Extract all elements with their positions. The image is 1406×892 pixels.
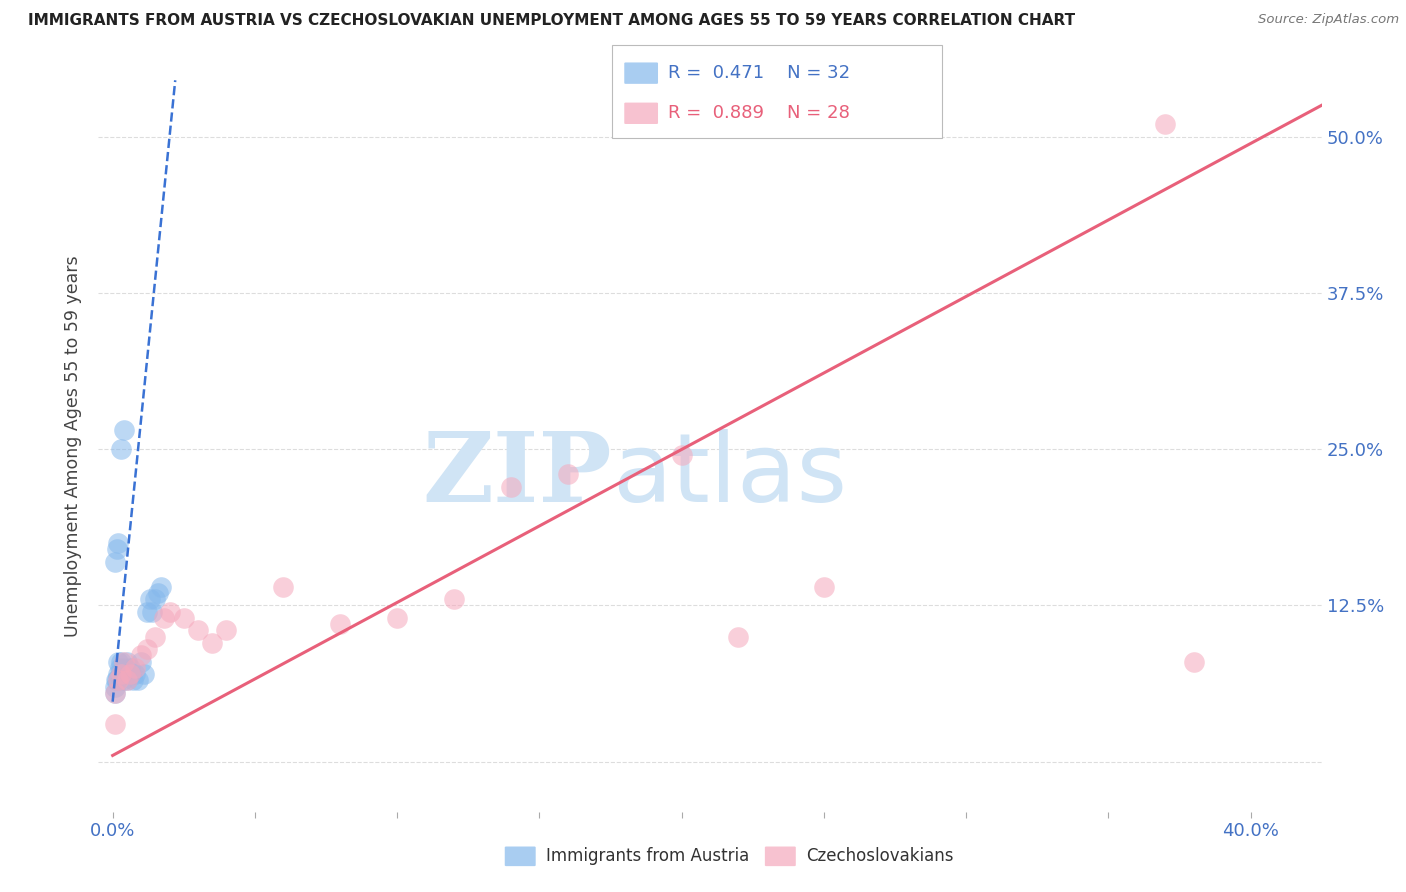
Point xyxy=(112,661,135,675)
Point xyxy=(129,648,152,663)
Text: IMMIGRANTS FROM AUSTRIA VS CZECHOSLOVAKIAN UNEMPLOYMENT AMONG AGES 55 TO 59 YEAR: IMMIGRANTS FROM AUSTRIA VS CZECHOSLOVAKI… xyxy=(28,13,1076,29)
Point xyxy=(135,605,157,619)
Point xyxy=(215,624,238,638)
Point xyxy=(118,667,141,681)
Point xyxy=(385,611,408,625)
Point xyxy=(111,673,134,688)
Point xyxy=(104,555,127,569)
Point xyxy=(273,580,295,594)
Point xyxy=(201,636,224,650)
Point xyxy=(110,667,132,681)
Point xyxy=(813,580,835,594)
Point xyxy=(112,423,135,437)
Point xyxy=(104,680,127,694)
Text: Source: ZipAtlas.com: Source: ZipAtlas.com xyxy=(1258,13,1399,27)
Point xyxy=(104,717,127,731)
Point xyxy=(443,592,465,607)
Point xyxy=(1182,655,1205,669)
Point xyxy=(108,661,131,675)
Point xyxy=(1154,117,1177,131)
Point xyxy=(107,536,129,550)
Point xyxy=(124,661,146,675)
Point xyxy=(110,667,132,681)
Point xyxy=(141,605,163,619)
Point xyxy=(121,673,143,688)
Point xyxy=(118,667,141,681)
Point xyxy=(127,673,149,688)
Point xyxy=(104,686,127,700)
Point xyxy=(115,673,138,688)
Point xyxy=(110,442,132,457)
Point xyxy=(138,592,160,607)
Point xyxy=(115,673,138,688)
Point xyxy=(110,655,132,669)
Point xyxy=(105,673,128,688)
Point xyxy=(107,655,129,669)
Point xyxy=(143,630,166,644)
Text: ZIP: ZIP xyxy=(423,428,612,522)
Point xyxy=(104,686,127,700)
Point xyxy=(105,542,128,557)
Point xyxy=(187,624,209,638)
Point xyxy=(129,655,152,669)
Text: R =  0.889    N = 28: R = 0.889 N = 28 xyxy=(668,104,849,122)
Point xyxy=(159,605,181,619)
Point xyxy=(499,480,522,494)
Point xyxy=(124,667,146,681)
Point xyxy=(173,611,195,625)
Text: Immigrants from Austria: Immigrants from Austria xyxy=(546,847,749,865)
Text: 0.0%: 0.0% xyxy=(90,822,135,839)
Point xyxy=(112,655,135,669)
Text: Czechoslovakians: Czechoslovakians xyxy=(806,847,953,865)
Y-axis label: Unemployment Among Ages 55 to 59 years: Unemployment Among Ages 55 to 59 years xyxy=(65,255,83,637)
Point xyxy=(727,630,749,644)
Point xyxy=(143,592,166,607)
Point xyxy=(115,655,138,669)
Point xyxy=(135,642,157,657)
Point xyxy=(118,661,141,675)
Point xyxy=(671,449,693,463)
Text: atlas: atlas xyxy=(612,429,848,522)
Point xyxy=(329,617,352,632)
Point xyxy=(107,667,129,681)
Text: 40.0%: 40.0% xyxy=(1222,822,1279,839)
Point xyxy=(107,673,129,688)
Point xyxy=(557,467,579,482)
Point xyxy=(105,673,128,688)
Point xyxy=(132,667,155,681)
Point xyxy=(112,667,135,681)
Text: R =  0.471    N = 32: R = 0.471 N = 32 xyxy=(668,64,851,82)
Point xyxy=(146,586,169,600)
Point xyxy=(153,611,176,625)
Point xyxy=(150,580,173,594)
